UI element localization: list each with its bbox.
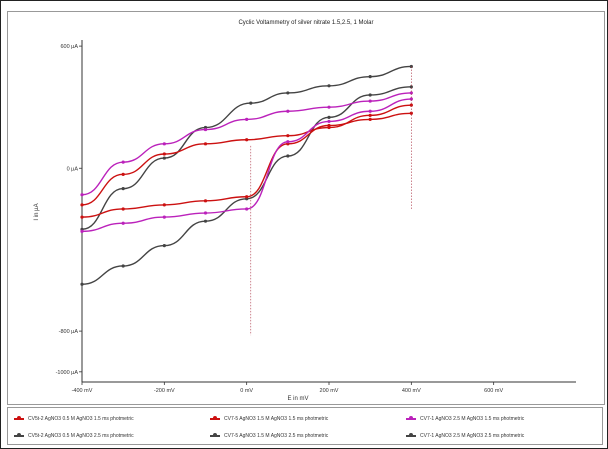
series-line — [81, 92, 412, 196]
series-point — [203, 199, 208, 203]
series-layer — [80, 64, 413, 336]
series-point — [80, 282, 84, 286]
series-point — [286, 91, 290, 95]
series-point — [409, 85, 413, 89]
series-point — [409, 103, 413, 107]
legend-swatch — [406, 416, 416, 420]
y-tick-label: -800 µA — [59, 329, 79, 335]
series-point — [368, 117, 372, 121]
x-tick-label: -400 mV — [72, 388, 93, 394]
x-tick-label: -200 mV — [154, 388, 175, 394]
series-point — [245, 117, 249, 121]
legend-entry: CV7-5 AgNO3 1.5 M AgNO3 1.5 ms photmetri… — [210, 411, 400, 426]
y-tick-label: -1000 µA — [56, 370, 79, 376]
chart-title: Cyclic Voltammetry of silver nitrate 1.5… — [238, 20, 373, 26]
series-point — [286, 140, 290, 144]
series-point — [327, 105, 331, 109]
series-point — [368, 109, 372, 113]
series-point — [286, 109, 290, 113]
series-point — [203, 142, 208, 146]
series-point — [121, 172, 125, 176]
series-point — [80, 215, 84, 219]
legend-label: CV5t-2 AgNO3 0.5 M AgNO3 1.5 ms photmetr… — [28, 415, 134, 422]
series-point — [368, 99, 372, 103]
legend-label: CV7-5 AgNO3 1.5 M AgNO3 1.5 ms photmetri… — [224, 415, 329, 422]
series-point — [368, 93, 372, 97]
legend-label: CV5t-2 AgNO3 0.5 M AgNO3 2.5 ms photmetr… — [28, 432, 134, 439]
series-point — [409, 97, 413, 101]
series-point — [80, 203, 84, 207]
legend-label: CV7-1 AgNO3 2.5 M AgNO3 1.5 ms photmetri… — [420, 415, 525, 422]
legend-swatch — [406, 433, 416, 437]
series-point — [327, 125, 331, 130]
legend-swatch — [14, 416, 24, 420]
legend-entry: CV7-1 AgNO3 2.5 M AgNO3 2.5 ms photmetri… — [406, 428, 596, 443]
legend-label: CV7-5 AgNO3 1.5 M AgNO3 2.5 ms photmetri… — [224, 432, 329, 439]
x-axis-label: E in mV — [287, 396, 308, 402]
series-point — [327, 84, 331, 88]
series-point — [245, 195, 249, 199]
legend-label: CV7-1 AgNO3 2.5 M AgNO3 2.5 ms photmetri… — [420, 432, 525, 439]
series-point — [121, 207, 125, 211]
series-point — [286, 154, 290, 158]
legend-entry: CV5t-2 AgNO3 0.5 M AgNO3 2.5 ms photmetr… — [14, 428, 204, 443]
series-point — [409, 111, 413, 115]
series-point — [245, 138, 249, 142]
legend-entry: CV5t-2 AgNO3 0.5 M AgNO3 1.5 ms photmetr… — [14, 411, 204, 426]
series-point — [203, 127, 208, 132]
series-point — [249, 101, 253, 105]
legend-swatch — [14, 433, 24, 437]
series-point — [80, 229, 84, 233]
series-point — [162, 203, 166, 207]
series-point — [162, 215, 166, 219]
chart-svg: Cyclic Voltammetry of silver nitrate 1.5… — [34, 20, 576, 402]
series-point — [162, 152, 166, 156]
series-line — [81, 65, 412, 231]
series-point — [245, 207, 249, 211]
x-tick-label: 600 mV — [484, 388, 503, 394]
series-point — [121, 221, 125, 225]
legend-swatch — [210, 416, 220, 420]
legend-entry: CV7-1 AgNO3 2.5 M AgNO3 1.5 ms photmetri… — [406, 411, 596, 426]
y-axis-label: I in µA — [34, 203, 40, 220]
series-point — [162, 142, 166, 146]
x-tick-label: 0 mV — [240, 388, 253, 394]
legend-swatch — [210, 433, 220, 437]
series-point — [203, 219, 208, 223]
series-point — [162, 156, 166, 160]
series-point — [327, 119, 331, 124]
series-point — [286, 134, 290, 138]
legend: CV5t-2 AgNO3 0.5 M AgNO3 1.5 ms photmetr… — [7, 407, 603, 445]
x-tick-label: 400 mV — [402, 388, 421, 394]
series-point — [368, 113, 372, 117]
axes: -400 mV -200 mV 0 mV 200 mV 400 mV 600 mV 600 … — [56, 40, 576, 394]
series-point — [80, 193, 84, 197]
series-point — [327, 115, 331, 119]
series-line — [81, 112, 412, 218]
legend-entry: CV7-5 AgNO3 1.5 M AgNO3 2.5 ms photmetri… — [210, 428, 400, 443]
series-line — [81, 98, 412, 233]
series-point — [162, 244, 166, 248]
series-point — [409, 91, 413, 95]
series-point — [203, 211, 208, 215]
series-point — [121, 160, 125, 164]
x-tick-label: 200 mV — [320, 388, 339, 394]
y-tick-label: 0 µA — [67, 166, 79, 172]
series-point — [368, 75, 372, 79]
y-tick-label: 600 µA — [60, 44, 78, 50]
series-point — [121, 187, 125, 191]
plot-area: Cyclic Voltammetry of silver nitrate 1.5… — [7, 11, 605, 405]
series-point — [121, 264, 125, 268]
